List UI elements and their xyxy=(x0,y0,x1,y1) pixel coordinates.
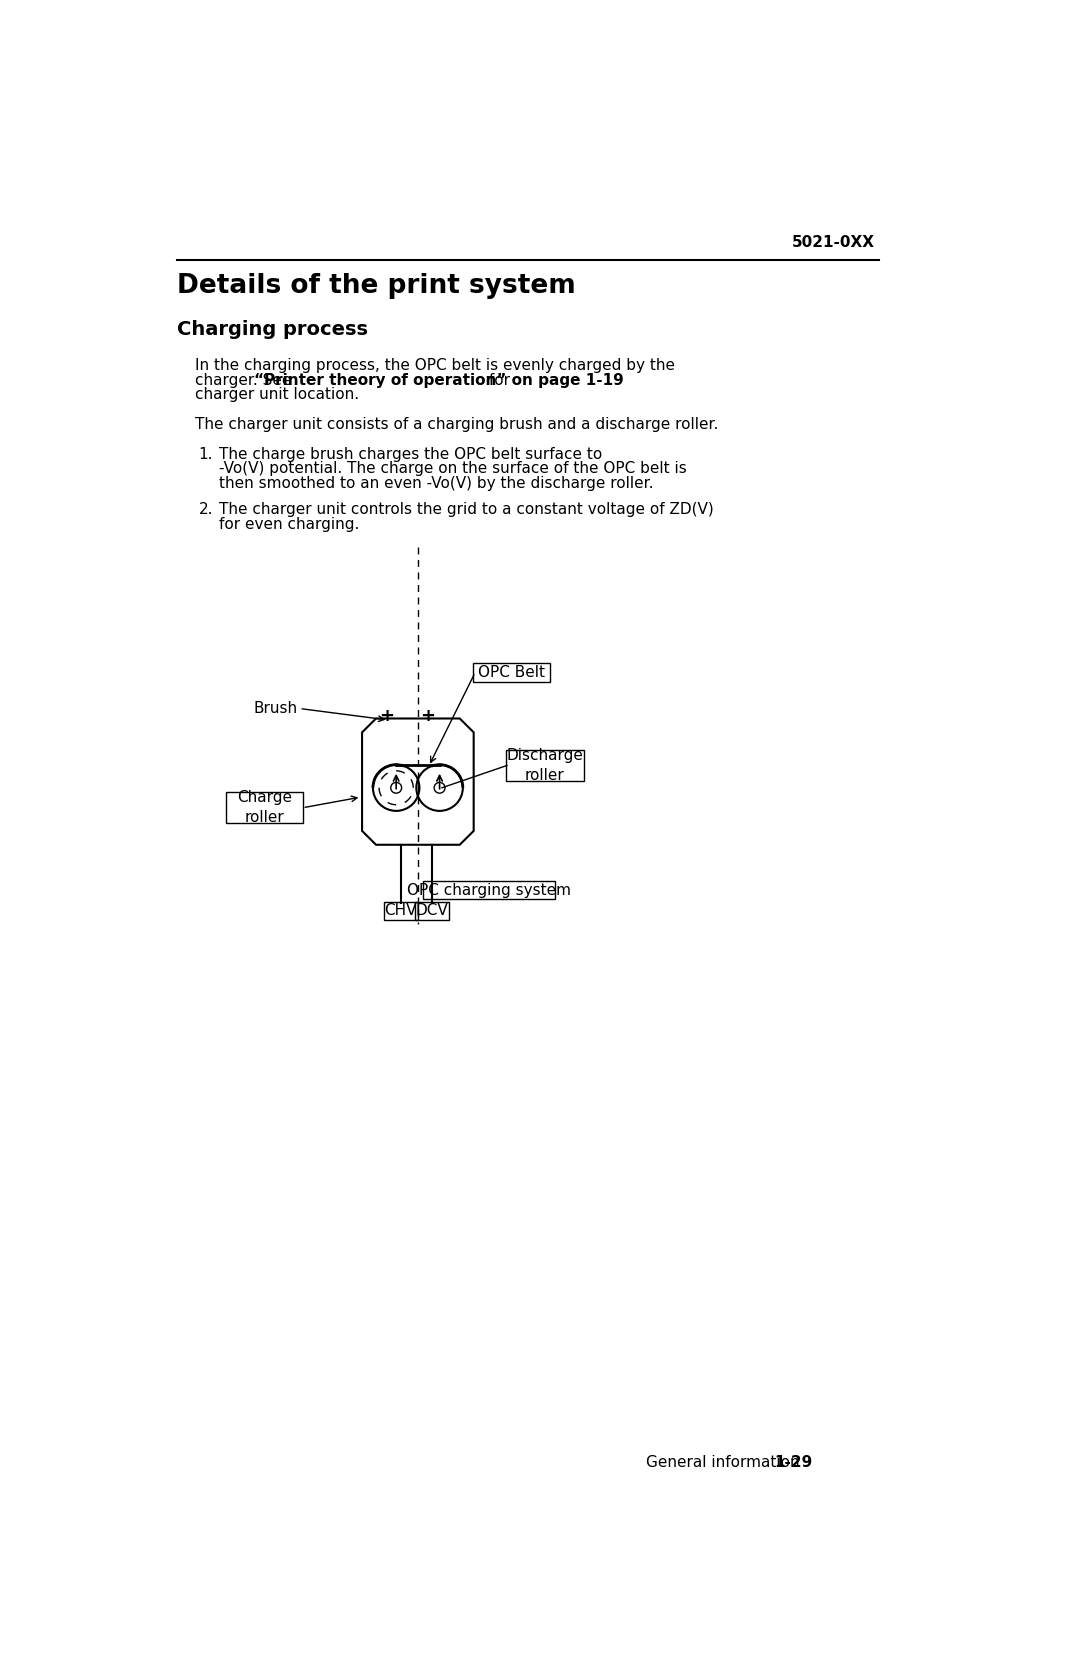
Text: Details of the print system: Details of the print system xyxy=(177,274,576,299)
Text: “Printer theory of operation” on page 1-19: “Printer theory of operation” on page 1-… xyxy=(255,372,624,387)
Text: charger unit location.: charger unit location. xyxy=(195,387,360,402)
Text: DCV: DCV xyxy=(416,903,448,918)
Text: -Vo(V) potential. The charge on the surface of the OPC belt is: -Vo(V) potential. The charge on the surf… xyxy=(218,461,687,476)
Text: General information: General information xyxy=(647,1455,800,1470)
Text: The charge brush charges the OPC belt surface to: The charge brush charges the OPC belt su… xyxy=(218,447,602,462)
Text: for: for xyxy=(484,372,510,387)
Text: charger. See: charger. See xyxy=(195,372,297,387)
Text: 2.: 2. xyxy=(199,502,213,517)
Text: OPC Belt: OPC Belt xyxy=(478,664,545,679)
Text: The charger unit consists of a charging brush and a discharge roller.: The charger unit consists of a charging … xyxy=(195,417,719,432)
Text: +: + xyxy=(379,708,394,724)
Text: 5021-0XX: 5021-0XX xyxy=(792,235,875,250)
Text: Discharge
roller: Discharge roller xyxy=(507,748,583,783)
Text: then smoothed to an even -Vo(V) by the discharge roller.: then smoothed to an even -Vo(V) by the d… xyxy=(218,476,653,491)
Text: Brush: Brush xyxy=(254,701,298,716)
Text: CHV: CHV xyxy=(384,903,417,918)
Text: In the charging process, the OPC belt is evenly charged by the: In the charging process, the OPC belt is… xyxy=(195,359,675,374)
Text: Charge
roller: Charge roller xyxy=(237,791,292,824)
Text: 1-29: 1-29 xyxy=(774,1455,812,1470)
Text: Charging process: Charging process xyxy=(177,320,368,339)
Text: 1.: 1. xyxy=(199,447,213,462)
Text: for even charging.: for even charging. xyxy=(218,517,359,532)
Text: The charger unit controls the grid to a constant voltage of ZD(V): The charger unit controls the grid to a … xyxy=(218,502,714,517)
Text: OPC charging system: OPC charging system xyxy=(407,883,571,898)
Text: +: + xyxy=(420,708,434,724)
